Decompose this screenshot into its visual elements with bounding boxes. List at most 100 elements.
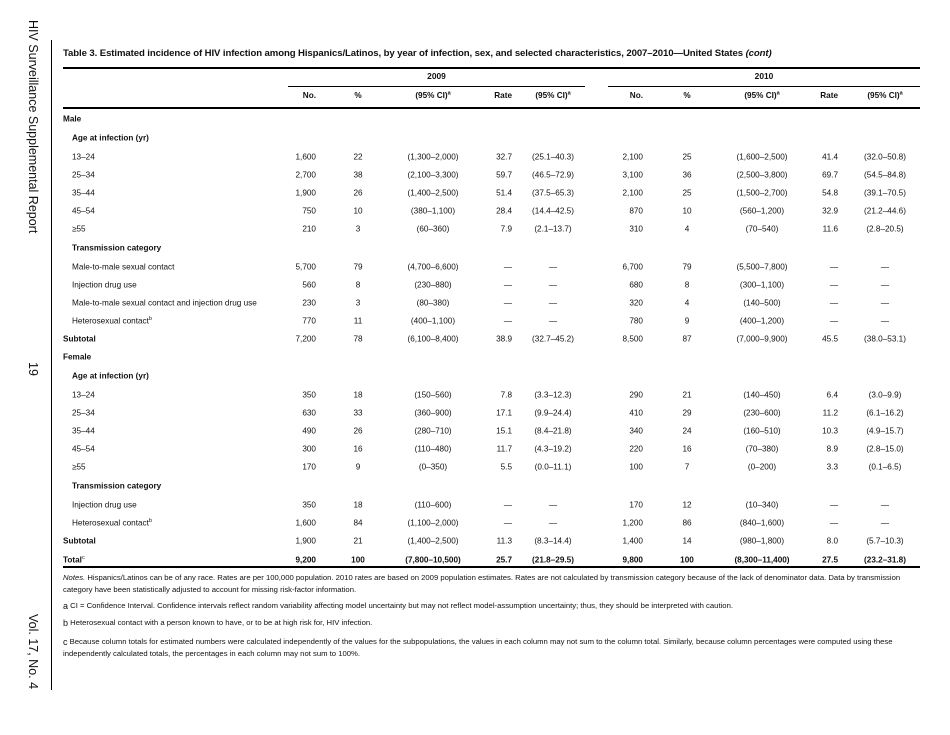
table-cell: 9	[684, 316, 690, 326]
table-cell: 7	[684, 462, 690, 472]
table-cell: (0–350)	[418, 462, 448, 472]
column-header: (95% CI)a	[867, 90, 903, 100]
table-cell: 10.3	[822, 426, 838, 436]
table-cell: (400–1,200)	[739, 316, 785, 326]
table-cell: (80–380)	[416, 298, 450, 308]
table-cell: —	[829, 280, 838, 290]
table-row: Female	[63, 348, 920, 366]
table-row: 13–24 350 18 (150–560) 7.8 (3.3–12.3) 290 21 (14…	[63, 386, 920, 404]
table-cell: (0.1–6.5)	[868, 462, 902, 472]
table-cell: 14	[682, 536, 692, 546]
table-cell: 45.5	[822, 334, 838, 344]
row-label: Age at infection (yr)	[72, 133, 149, 143]
table-cell: 870	[629, 206, 643, 216]
table-title: Table 3. Estimated incidence of HIV infe…	[63, 48, 772, 59]
table-cell: (5.7–10.3)	[866, 536, 904, 546]
table-cell: (160–510)	[743, 426, 781, 436]
table-cell: 4	[684, 224, 690, 234]
table-cell: (1,100–2,000)	[407, 518, 459, 528]
table-cell: (0.0–11.1)	[534, 462, 572, 472]
table-body: Male Age at infection (yr) 13–24 1,600 22 (1,…	[63, 110, 920, 570]
row-label: Heterosexual contactb	[72, 517, 152, 528]
table-cell: 2,100	[622, 188, 644, 198]
row-label: Transmission category	[72, 243, 162, 253]
table-row: 35–44 490 26 (280–710) 15.1 (8.4–21.8) 340 24 (1…	[63, 422, 920, 440]
row-label: Injection drug use	[72, 500, 137, 510]
table-cell: 770	[302, 316, 316, 326]
footnote-marker: c	[81, 554, 85, 561]
table-cell: 32.7	[496, 152, 512, 162]
row-label: Heterosexual contactb	[72, 315, 152, 326]
table-cell: 680	[629, 280, 643, 290]
table-cell: 170	[302, 462, 316, 472]
table-cell: (2.1–13.7)	[534, 224, 572, 234]
table-cell: 33	[353, 408, 363, 418]
table-cell: 230	[302, 298, 316, 308]
table-cell: (8.4–21.8)	[534, 426, 572, 436]
table-cell: 32.9	[822, 206, 838, 216]
table-cell: 21	[353, 536, 363, 546]
footnote-a: a CI = Confidence Interval. Confidence i…	[63, 600, 920, 612]
table-cell: (21.8–29.5)	[532, 555, 574, 565]
table-cell: (70–540)	[745, 224, 779, 234]
column-header: (95% CI)a	[535, 90, 571, 100]
table-cell: (10–340)	[745, 500, 779, 510]
table-cell: 2,700	[295, 170, 317, 180]
table-cell: 630	[302, 408, 316, 418]
table-row: ≥55 170 9 (0–350) 5.5 (0.0–11.1) 100 7 (0–200) 3.…	[63, 458, 920, 476]
table-cell: 220	[629, 444, 643, 454]
row-label: Transmission category	[72, 481, 162, 491]
table-cell: —	[829, 316, 838, 326]
table-cell: (9.9–24.4)	[534, 408, 572, 418]
row-label: Male	[63, 114, 82, 124]
table-cell: 3	[355, 298, 361, 308]
table-cell: 340	[629, 426, 643, 436]
table-cell: —	[829, 262, 838, 272]
table-cell: (1,300–2,000)	[407, 152, 459, 162]
footnote-mark: a	[63, 601, 69, 611]
table-cell: 24	[682, 426, 692, 436]
table-cell: (110–480)	[414, 444, 452, 454]
row-label: Age at infection (yr)	[72, 371, 149, 381]
table-cell: 9,800	[622, 555, 644, 565]
table-cell: —	[829, 518, 838, 528]
table-cell: 490	[302, 426, 316, 436]
table-cell: —	[548, 500, 558, 510]
row-label: Subtotal	[63, 536, 96, 546]
table-cell: 38	[353, 170, 363, 180]
table-cell: 100	[351, 555, 365, 565]
table-cell: —	[548, 518, 558, 528]
table-cell: —	[880, 500, 890, 510]
table-cell: —	[880, 518, 890, 528]
table-cell: 300	[302, 444, 316, 454]
table-cell: 29	[682, 408, 692, 418]
footnote-b: b Heterosexual contact with a person kno…	[63, 617, 920, 629]
table-cell: 350	[302, 390, 316, 400]
row-label: 35–44	[72, 426, 95, 436]
notes-label: Notes.	[63, 573, 86, 582]
table-cell: 16	[353, 444, 363, 454]
table-cell: —	[829, 500, 838, 510]
row-label: ≥55	[72, 462, 86, 472]
table-cell: (400–1,100)	[410, 316, 456, 326]
table-cell: —	[880, 280, 890, 290]
table-row: 45–54 750 10 (380–1,100) 28.4 (14.4–42.5) 870 1…	[63, 202, 920, 220]
table-cell: 1,900	[295, 536, 317, 546]
row-label: 45–54	[72, 444, 95, 454]
table-cell: (7,800–10,500)	[405, 555, 461, 565]
table-cell: —	[503, 518, 512, 528]
table-cell: (1,600–2,500)	[736, 152, 788, 162]
row-label: Male-to-male sexual contact	[72, 262, 175, 272]
table-cell: 750	[302, 206, 316, 216]
table-cell: —	[829, 298, 838, 308]
column-header: No.	[302, 91, 316, 100]
table-cell: (1,400–2,500)	[407, 536, 459, 546]
table-cell: 2,100	[622, 152, 644, 162]
row-label: 45–54	[72, 206, 95, 216]
table-cell: (6,100–8,400)	[407, 334, 459, 344]
footnote-marker: a	[899, 90, 903, 97]
table-cell: 9	[355, 462, 361, 472]
table-row: Subtotal 7,200 78 (6,100–8,400) 38.9 (32.7–45…	[63, 330, 920, 348]
table-cell: 51.4	[496, 188, 512, 198]
table-cell: (980–1,800)	[739, 536, 785, 546]
